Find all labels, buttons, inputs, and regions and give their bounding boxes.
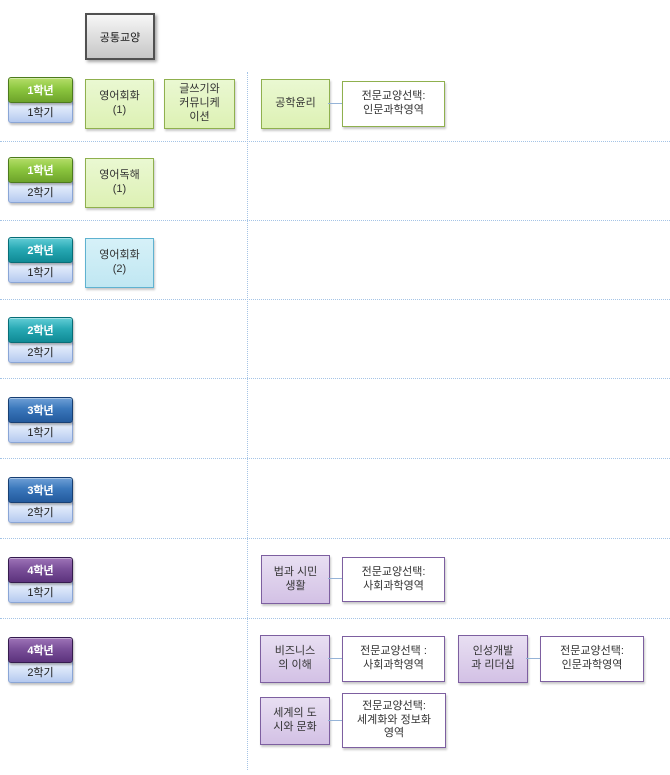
semester-badge: 1학기 [8, 101, 73, 123]
course-node: 세계의 도 시와 문화 [260, 697, 330, 745]
semester-badge: 2학기 [8, 501, 73, 523]
row-divider [0, 458, 670, 459]
term-label-2-2: 2학년 2학기 [8, 317, 73, 363]
year-badge: 4학년 [8, 637, 73, 663]
elective-node: 전문교양선택: 인문과학영역 [540, 636, 644, 682]
term-label-2-1: 2학년 1학기 [8, 237, 73, 283]
year-badge: 4학년 [8, 557, 73, 583]
elective-node: 전문교양선택 : 사회과학영역 [342, 636, 445, 682]
term-label-4-2: 4학년 2학기 [8, 637, 73, 683]
root-node: 공통교양 [85, 13, 155, 60]
elective-node: 전문교양선택: 세계화와 정보화 영역 [342, 693, 446, 748]
elective-node: 전문교양선택: 인문과학영역 [342, 81, 445, 127]
course-node: 공학윤리 [261, 79, 330, 129]
year-badge: 3학년 [8, 477, 73, 503]
connector-line [328, 658, 342, 659]
semester-badge: 2학기 [8, 661, 73, 683]
connector-line [328, 720, 342, 721]
year-badge: 2학년 [8, 237, 73, 263]
row-divider [0, 618, 670, 619]
row-divider [0, 299, 670, 300]
course-node: 영어회화 (2) [85, 238, 154, 288]
year-badge: 2학년 [8, 317, 73, 343]
term-label-3-2: 3학년 2학기 [8, 477, 73, 523]
column-divider [247, 72, 248, 770]
course-node: 영어회화 (1) [85, 79, 154, 129]
semester-badge: 1학기 [8, 421, 73, 443]
course-node: 인성개발 과 리더십 [458, 635, 528, 683]
row-divider [0, 220, 670, 221]
semester-badge: 1학기 [8, 581, 73, 603]
year-badge: 1학년 [8, 77, 73, 103]
connector-line [328, 578, 342, 579]
term-label-1-2: 1학년 2학기 [8, 157, 73, 203]
elective-node: 전문교양선택: 사회과학영역 [342, 557, 445, 602]
year-badge: 1학년 [8, 157, 73, 183]
course-node: 글쓰기와 커뮤니케 이션 [164, 79, 235, 129]
connector-line [526, 658, 540, 659]
semester-badge: 1학기 [8, 261, 73, 283]
year-badge: 3학년 [8, 397, 73, 423]
semester-badge: 2학기 [8, 341, 73, 363]
connector-line [328, 103, 342, 104]
course-node: 비즈니스 의 이해 [260, 635, 330, 683]
row-divider [0, 538, 670, 539]
term-label-4-1: 4학년 1학기 [8, 557, 73, 603]
course-node: 영어독해 (1) [85, 158, 154, 208]
semester-badge: 2학기 [8, 181, 73, 203]
row-divider [0, 141, 670, 142]
row-divider [0, 378, 670, 379]
term-label-1-1: 1학년 1학기 [8, 77, 73, 123]
term-label-3-1: 3학년 1학기 [8, 397, 73, 443]
course-node: 법과 시민 생활 [261, 555, 330, 604]
